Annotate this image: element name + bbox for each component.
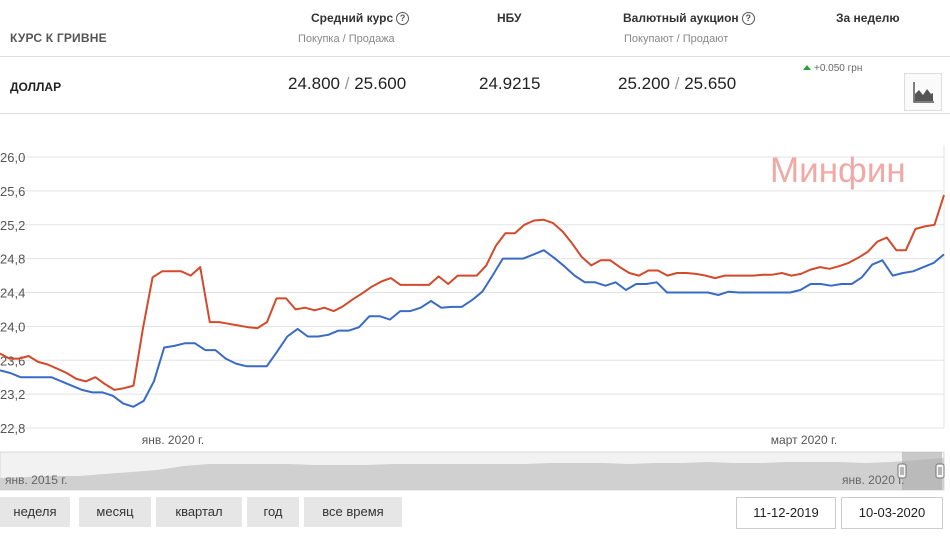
- header-currency-column: КУРС К ГРИВНЕ: [10, 31, 107, 45]
- auction-sell: 25.650: [684, 74, 737, 93]
- y-tick-label: 26,0: [0, 150, 25, 165]
- x-axis-ticks: янв. 2020 г. март 2020 г.: [142, 433, 837, 447]
- navigator-right-label: янв. 2020 г.: [842, 473, 904, 487]
- chart-grid: [0, 145, 945, 429]
- y-tick-label: 25,2: [0, 218, 25, 233]
- y-tick-label: 25,6: [0, 184, 25, 199]
- watermark: Минфин: [770, 151, 906, 190]
- navigator-area: [0, 458, 944, 490]
- dollar-row: ДОЛЛАР 24.800 / 25.600 24.9215 25.200 / …: [0, 57, 950, 114]
- separator: /: [674, 74, 680, 93]
- navigator-handle: [897, 463, 907, 479]
- y-tick-label: 24,0: [0, 319, 25, 334]
- up-arrow-icon: [803, 65, 811, 70]
- avg-rate-value: 24.800 / 25.600: [288, 74, 406, 94]
- avg-sell: 25.600: [354, 74, 407, 93]
- week-title: За неделю: [836, 11, 900, 25]
- navigator-selection: [902, 452, 942, 490]
- period-all-button[interactable]: все время: [304, 497, 402, 527]
- navigator-handle: [935, 463, 945, 479]
- nbu-title: НБУ: [497, 11, 522, 25]
- navigator-left-label: янв. 2015 г.: [5, 473, 67, 487]
- x-tick-label: март 2020 г.: [771, 433, 837, 447]
- period-week-button[interactable]: неделя: [0, 497, 70, 527]
- period-month-button[interactable]: месяц: [79, 497, 151, 527]
- week-change-value: +0.050 грн: [814, 63, 863, 74]
- avg-rate-subtitle: Покупка / Продажа: [298, 33, 395, 45]
- date-to-input[interactable]: 10-03-2020: [841, 497, 943, 529]
- help-icon[interactable]: ?: [741, 12, 755, 25]
- avg-buy: 24.800: [288, 74, 340, 93]
- range-navigator[interactable]: янв. 2015 г. янв. 2020 г.: [0, 451, 945, 491]
- auction-title: Валютный аукцион?: [623, 11, 755, 25]
- y-axis-ticks: 26,025,625,224,824,424,023,623,222,8: [0, 150, 25, 436]
- date-from-input[interactable]: 11-12-2019: [736, 497, 836, 529]
- currency-name: ДОЛЛАР: [10, 80, 62, 94]
- y-tick-label: 22,8: [0, 421, 25, 436]
- auction-value: 25.200 / 25.650: [618, 74, 736, 94]
- area-chart-icon: [913, 82, 934, 103]
- avg-rate-title: Средний курс?: [311, 11, 410, 25]
- y-tick-label: 23,2: [0, 387, 25, 402]
- y-tick-label: 24,8: [0, 252, 25, 267]
- chart-series: [0, 194, 945, 408]
- nbu-value: 24.9215: [479, 74, 541, 93]
- rate-chart: 26,025,625,224,824,424,023,623,222,8 янв…: [0, 145, 945, 491]
- help-icon[interactable]: ?: [396, 12, 410, 25]
- chart-toggle-button[interactable]: [904, 73, 942, 111]
- series-line-buy: [0, 249, 945, 408]
- auction-buy: 25.200: [618, 74, 670, 93]
- period-year-button[interactable]: год: [247, 497, 299, 527]
- separator: /: [344, 74, 350, 93]
- period-quarter-button[interactable]: квартал: [156, 497, 242, 527]
- series-line-sell: [0, 194, 945, 391]
- auction-subtitle: Покупают / Продают: [624, 33, 729, 45]
- week-change: +0.050 грн: [803, 63, 862, 74]
- x-tick-label: янв. 2020 г.: [142, 433, 204, 447]
- rates-header: КУРС К ГРИВНЕ Средний курс? Покупка / Пр…: [0, 0, 950, 57]
- y-tick-label: 24,4: [0, 286, 25, 301]
